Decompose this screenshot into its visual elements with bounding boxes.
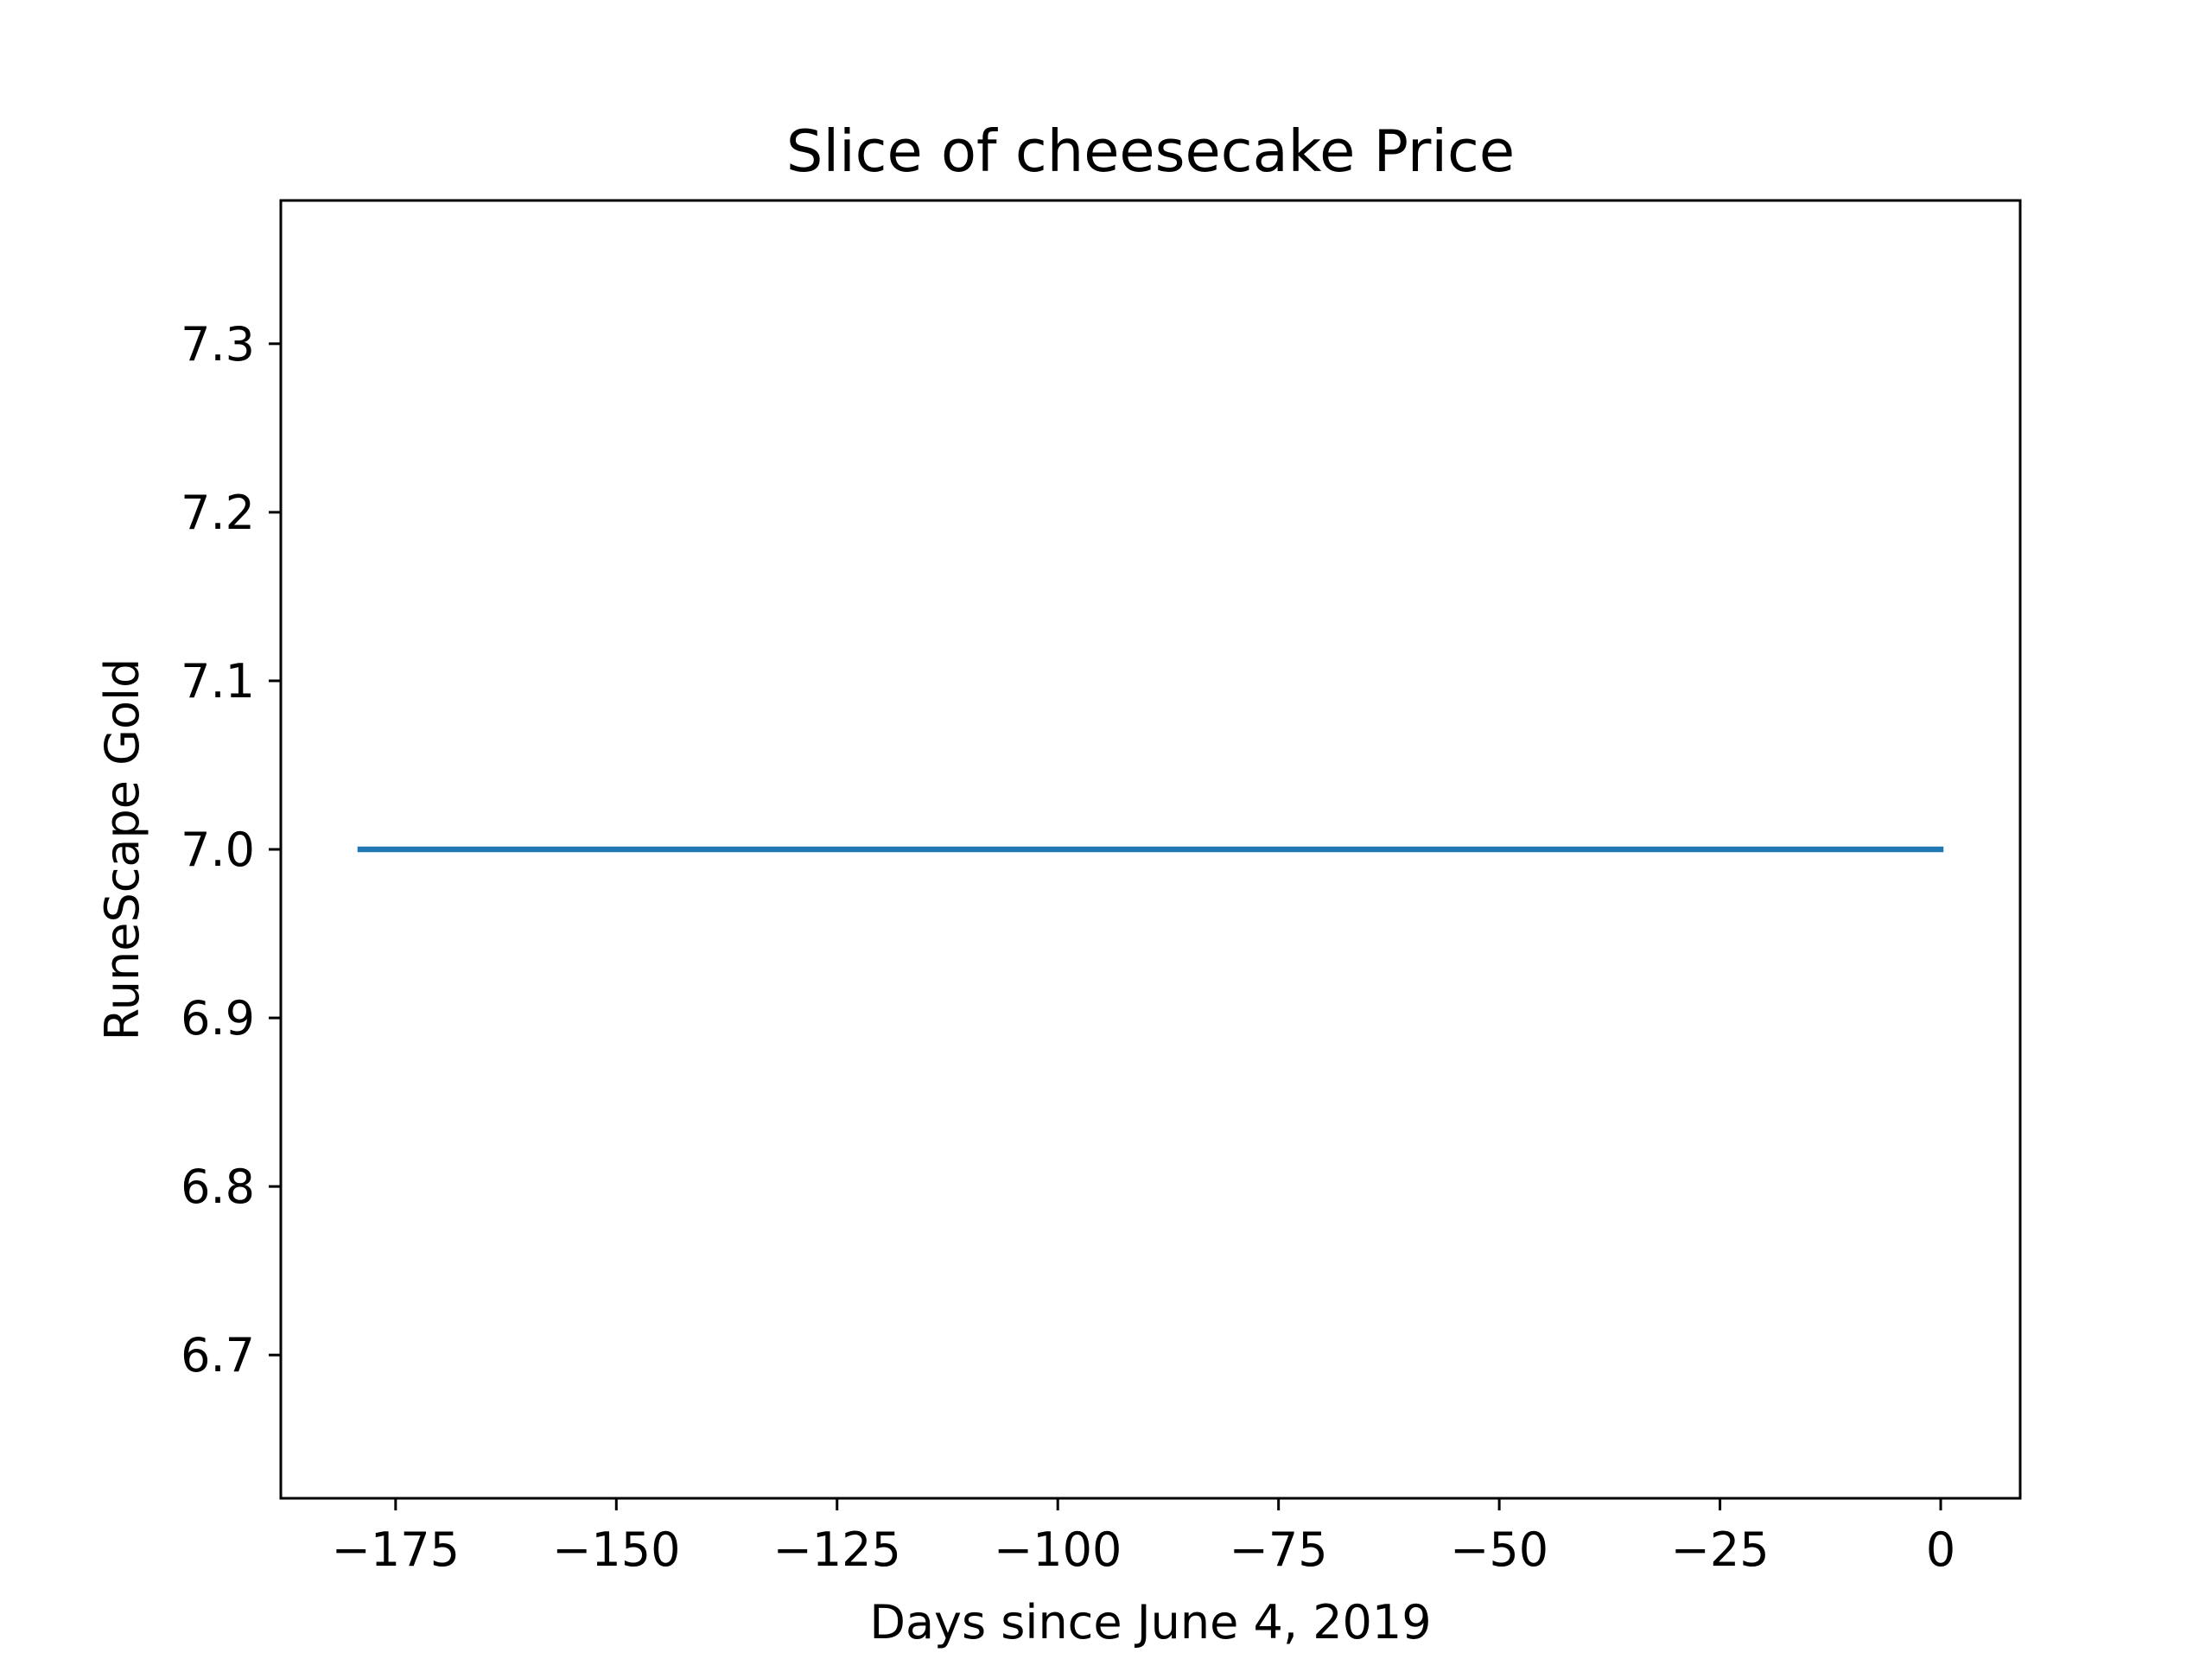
x-tick-label: −175 — [332, 1522, 460, 1577]
y-axis-label: RuneScape Gold — [95, 658, 149, 1041]
y-tick-label: 7.3 — [181, 317, 255, 372]
chart-title: Slice of cheesecake Price — [786, 118, 1515, 185]
y-axis: 6.7 6.8 6.9 7.0 7.1 7.2 7.3 — [181, 317, 281, 1382]
x-tick-label: 0 — [1926, 1522, 1955, 1577]
y-tick-label: 6.7 — [181, 1328, 255, 1382]
x-tick-label: −150 — [552, 1522, 680, 1577]
x-tick-label: −100 — [994, 1522, 1122, 1577]
x-tick-label: −75 — [1230, 1522, 1328, 1577]
x-axis-label: Days since June 4, 2019 — [869, 1595, 1431, 1649]
y-tick-label: 7.1 — [181, 654, 255, 709]
y-tick-label: 6.8 — [181, 1160, 255, 1214]
x-tick-label: −50 — [1450, 1522, 1548, 1577]
y-tick-label: 6.9 — [181, 991, 255, 1046]
y-tick-label: 7.0 — [181, 823, 255, 877]
x-tick-label: −25 — [1671, 1522, 1770, 1577]
plot-frame — [279, 199, 2022, 1500]
y-tick-label: 7.2 — [181, 486, 255, 540]
x-axis: −175 −150 −125 −100 −75 −50 −25 0 — [332, 1498, 1955, 1577]
x-tick-label: −125 — [773, 1522, 901, 1577]
